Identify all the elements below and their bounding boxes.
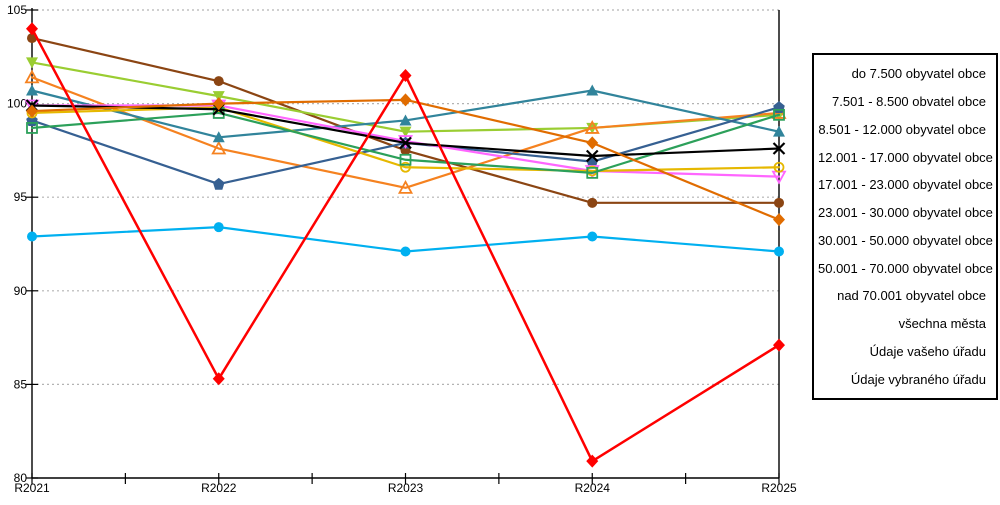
y-axis-label-105: 105: [7, 3, 27, 17]
series-marker: [212, 131, 225, 143]
x-axis-label-R2023: R2023: [388, 481, 424, 495]
series-marker: [774, 246, 784, 257]
series-marker: [399, 114, 412, 126]
legend-item-1: 7.501 - 8.500 obvatel obce: [832, 94, 986, 110]
series-marker: [212, 91, 225, 103]
series-marker: [773, 161, 785, 173]
series-marker: [587, 231, 598, 242]
chart-legend: do 7.500 obyvatel obce 7.501 - 8.500 obva…: [812, 53, 998, 400]
legend-item-5: 23.001 - 30.000 obyvatel obce: [818, 205, 993, 221]
legend-item-8: nad 70.001 obyvatel obce: [837, 288, 986, 304]
legend-item-9: všechna města: [898, 316, 986, 332]
series-marker: [399, 93, 412, 107]
legend-item-7: 50.001 - 70.000 obyvatel obce: [818, 260, 993, 276]
x-axis-label-R2021: R2021: [14, 481, 50, 495]
series-marker: [212, 372, 225, 386]
series-marker: [26, 57, 38, 69]
series-line-6: [30, 106, 781, 173]
series-marker: [773, 338, 785, 352]
y-axis-label-95: 95: [14, 190, 28, 204]
series-marker: [773, 213, 785, 227]
legend-item-10: Údaje vašeho úřadu: [869, 343, 986, 359]
legend-item-2: 8.501 - 12.000 obyvatel obce: [818, 121, 986, 137]
legend-item-4: 17.001 - 23.000 obyvatel obce: [818, 177, 993, 193]
series-marker: [212, 177, 225, 190]
legend-item-0: do 7.500 obyvatel obce: [851, 66, 986, 82]
series-marker: [585, 149, 599, 163]
series-marker: [773, 101, 785, 113]
series-marker: [587, 197, 598, 208]
x-axis-label-R2024: R2024: [575, 481, 611, 495]
series-marker: [27, 231, 37, 242]
series-marker: [773, 108, 785, 121]
series-marker: [211, 140, 227, 155]
legend-item-11: Údaje vybraného úřadu: [850, 371, 986, 387]
series-marker: [26, 104, 38, 118]
y-axis-label-100: 100: [7, 97, 27, 111]
series-line-2: [30, 76, 781, 189]
legend-item-3: 12.001 - 17.000 obyvatel obce: [818, 149, 993, 165]
series-marker: [399, 126, 412, 138]
x-axis-label-R2025: R2025: [761, 481, 797, 495]
series-marker: [24, 69, 40, 84]
series-marker: [772, 142, 786, 155]
series-marker: [213, 76, 224, 87]
series-marker: [213, 222, 224, 233]
series-marker: [26, 122, 38, 134]
series-marker: [774, 197, 784, 208]
series-marker: [397, 179, 414, 194]
series-marker: [399, 136, 412, 150]
series-marker: [586, 84, 599, 96]
legend-item-6: 30.001 - 50.000 obyvatel obce: [818, 232, 993, 248]
x-axis-label-R2022: R2022: [201, 481, 237, 495]
series-marker: [400, 161, 411, 173]
series-marker: [773, 125, 785, 137]
series-marker: [399, 69, 412, 83]
series-marker: [586, 136, 599, 150]
series-marker: [586, 454, 599, 468]
series-marker: [26, 22, 38, 36]
series-marker: [584, 120, 600, 134]
y-axis-label-80: 80: [14, 471, 28, 485]
series-marker: [399, 153, 412, 166]
y-axis-label-90: 90: [14, 284, 28, 298]
series-marker: [400, 246, 411, 257]
series-marker: [212, 97, 225, 111]
series-marker: [586, 166, 599, 179]
y-axis-label-85: 85: [14, 377, 28, 391]
series-marker: [26, 84, 38, 96]
